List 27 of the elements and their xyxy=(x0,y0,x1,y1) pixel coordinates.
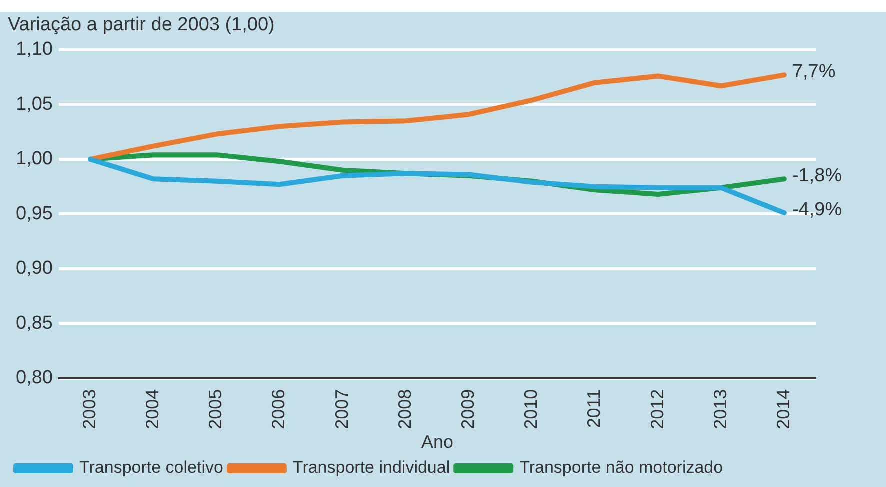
y-tick-label: 1,10 xyxy=(16,39,53,60)
annotation: 7,7% xyxy=(792,61,836,82)
annotation: -4,9% xyxy=(792,199,842,220)
x-tick-label: 2006 xyxy=(268,389,289,430)
x-tick-label: 2008 xyxy=(394,389,415,430)
y-tick-label: 0,95 xyxy=(16,203,53,224)
x-tick-label: 2005 xyxy=(206,389,226,430)
y-tick-label: 0,80 xyxy=(16,368,53,389)
y-tick-label: 1,00 xyxy=(16,148,53,170)
legend-label: Transporte não motorizado xyxy=(520,458,724,478)
y-tick-label: 1,05 xyxy=(16,94,53,115)
x-tick-label: 2003 xyxy=(79,389,100,430)
legend-label: Transporte coletivo xyxy=(80,458,224,478)
y-tick-label: 0,90 xyxy=(16,258,53,280)
x-tick-label: 2014 xyxy=(773,389,794,430)
x-tick-label: 2011 xyxy=(584,389,604,428)
x-tick-label: 2010 xyxy=(521,389,542,430)
y-tick-label: 0,85 xyxy=(16,312,53,334)
x-tick-label: 2004 xyxy=(142,389,163,430)
y-axis-title: Variação a partir de 2003 (1,00) xyxy=(8,14,275,36)
x-tick-label: 2007 xyxy=(332,389,352,430)
x-tick-label: 2009 xyxy=(458,389,478,430)
x-axis-title: Ano xyxy=(421,432,454,452)
annotation: -1,8% xyxy=(792,165,842,186)
x-tick-label: 2013 xyxy=(710,389,730,430)
legend-label: Transporte individual xyxy=(292,458,450,478)
x-tick-label: 2012 xyxy=(647,389,668,430)
